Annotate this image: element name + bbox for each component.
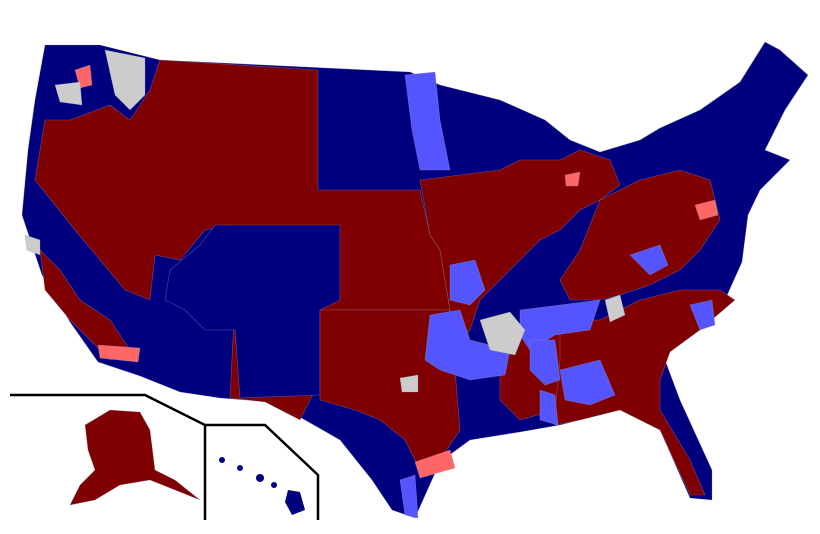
virginia-area <box>629 244 669 276</box>
alabama-area <box>559 359 616 406</box>
hawaii-island <box>256 474 264 482</box>
oregon-gray <box>54 81 83 106</box>
texas-coast <box>399 474 419 519</box>
arkansas-gray <box>479 311 526 356</box>
hawaii-island <box>285 490 305 515</box>
hawaii <box>219 457 305 515</box>
california-gray <box>24 234 41 256</box>
socal-pink <box>97 344 141 363</box>
carolina-coast <box>689 299 716 331</box>
houston-pink <box>414 449 456 479</box>
georgia-area <box>539 389 559 426</box>
idaho-gray <box>104 49 146 111</box>
missouri-north <box>449 259 486 306</box>
mississippi-area <box>529 339 561 386</box>
alaska <box>69 409 201 506</box>
colorado-new-mexico <box>164 224 341 399</box>
inset-border <box>10 393 207 520</box>
appalachia <box>559 169 721 301</box>
hawaii-island <box>219 457 225 463</box>
michigan-pink <box>564 171 581 187</box>
minnesota-west <box>404 71 451 171</box>
arkansas-area <box>424 309 511 381</box>
inset-border <box>205 423 320 520</box>
texas-gray <box>399 374 419 393</box>
southeast <box>519 289 736 496</box>
pennsylvania-pink <box>694 199 719 221</box>
hawaii-island <box>271 482 277 488</box>
kentucky-gray <box>604 294 626 323</box>
hawaii-island <box>237 465 243 471</box>
